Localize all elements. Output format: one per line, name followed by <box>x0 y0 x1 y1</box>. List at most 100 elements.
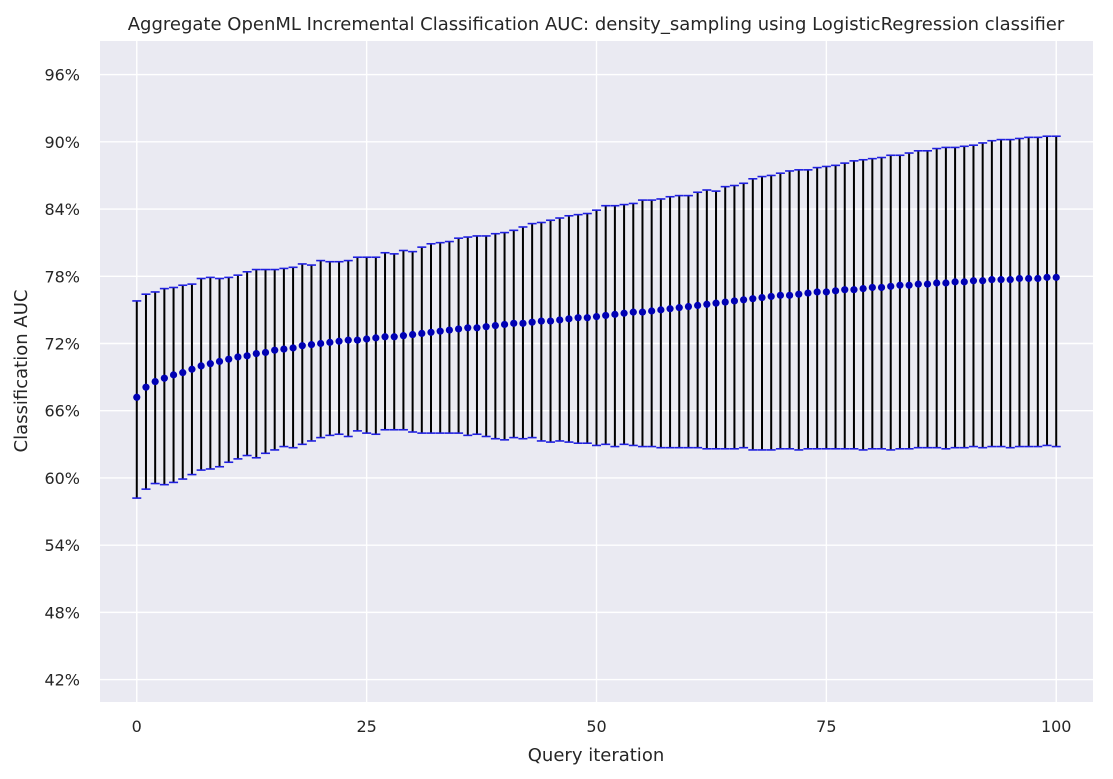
data-point <box>252 349 260 358</box>
data-point <box>951 278 959 286</box>
data-point <box>877 283 886 292</box>
data-point <box>666 305 674 313</box>
data-point <box>271 346 279 354</box>
data-point <box>160 374 168 382</box>
data-point <box>537 317 545 325</box>
data-point <box>868 283 876 292</box>
data-point <box>317 339 325 348</box>
data-point <box>1025 274 1033 283</box>
data-point <box>1034 274 1042 283</box>
data-point <box>151 377 159 386</box>
data-point <box>280 345 288 353</box>
data-point <box>758 293 766 302</box>
data-point <box>785 291 794 299</box>
data-point <box>133 393 141 401</box>
data-point <box>188 365 196 373</box>
data-point <box>372 334 380 342</box>
data-point <box>740 296 748 304</box>
data-point <box>335 337 343 345</box>
data-point <box>344 336 352 344</box>
data-points <box>133 273 1060 401</box>
data-point <box>556 316 564 324</box>
data-point <box>776 291 784 299</box>
data-point <box>629 308 637 316</box>
data-point <box>638 308 647 316</box>
data-point <box>942 279 950 287</box>
data-point <box>923 280 932 288</box>
data-point <box>206 360 214 368</box>
data-point <box>804 289 812 297</box>
data-point <box>326 338 334 346</box>
data-point <box>427 328 435 336</box>
x-axis-label: Query iteration <box>528 745 664 766</box>
data-point <box>454 325 463 333</box>
data-point <box>528 318 536 326</box>
error-bars <box>132 135 1061 499</box>
data-point <box>694 301 702 309</box>
data-point <box>988 276 996 284</box>
data-point <box>648 307 656 315</box>
data-point <box>730 297 739 305</box>
data-point <box>142 383 150 391</box>
data-point <box>997 276 1005 284</box>
data-point <box>602 311 610 320</box>
data-point <box>574 314 582 322</box>
data-point <box>363 335 371 343</box>
data-point <box>712 299 720 307</box>
y-tick-label: 48% <box>44 603 80 622</box>
data-point <box>197 362 205 370</box>
data-point <box>914 280 922 288</box>
data-point <box>445 326 453 334</box>
data-point <box>289 344 297 352</box>
data-point <box>684 302 693 311</box>
y-tick-label: 60% <box>44 469 80 488</box>
y-tick-label: 78% <box>44 267 80 286</box>
y-tick-label: 90% <box>44 133 80 152</box>
data-point <box>1015 274 1024 283</box>
data-point <box>841 286 849 294</box>
data-point <box>813 288 821 296</box>
data-point <box>215 357 224 366</box>
y-tick-label: 54% <box>44 536 80 555</box>
data-point <box>675 304 683 312</box>
y-tick-label: 42% <box>44 671 80 690</box>
data-point <box>721 298 729 306</box>
data-point <box>896 281 904 289</box>
x-tick-label: 100 <box>1041 717 1072 736</box>
data-point <box>905 281 913 289</box>
data-point <box>307 341 316 349</box>
data-point <box>859 284 867 293</box>
data-point <box>491 321 499 330</box>
y-axis-label: Classification AUC <box>11 290 32 453</box>
data-point <box>179 369 187 377</box>
x-tick-label: 25 <box>356 717 376 736</box>
y-tick-label: 66% <box>44 402 80 421</box>
data-point <box>353 336 362 344</box>
x-tick-label: 50 <box>586 717 606 736</box>
tick-labels: 42% 48% 54% 60% 66% 72% 78% 84% 90% 96% 0 25 50 75 100 <box>44 66 1071 736</box>
data-point <box>546 317 555 325</box>
data-point <box>482 323 490 331</box>
x-tick-label: 0 <box>132 717 142 736</box>
x-tick-label: 75 <box>816 717 836 736</box>
chart-title: Aggregate OpenML Incremental Classificat… <box>128 14 1065 35</box>
data-point <box>850 286 858 294</box>
data-point <box>243 352 251 360</box>
data-point <box>620 309 628 317</box>
data-point <box>822 288 830 296</box>
data-point <box>409 330 417 339</box>
data-point <box>592 313 601 321</box>
data-point <box>298 342 306 350</box>
data-point <box>969 277 978 285</box>
data-point <box>390 333 398 341</box>
data-point <box>510 319 518 327</box>
data-point <box>225 355 233 363</box>
y-tick-label: 84% <box>44 200 80 219</box>
data-point <box>1006 276 1014 284</box>
data-point <box>436 327 444 335</box>
data-point <box>169 371 178 379</box>
y-tick-label: 96% <box>44 66 80 85</box>
data-point <box>565 315 573 323</box>
data-point <box>261 348 270 357</box>
